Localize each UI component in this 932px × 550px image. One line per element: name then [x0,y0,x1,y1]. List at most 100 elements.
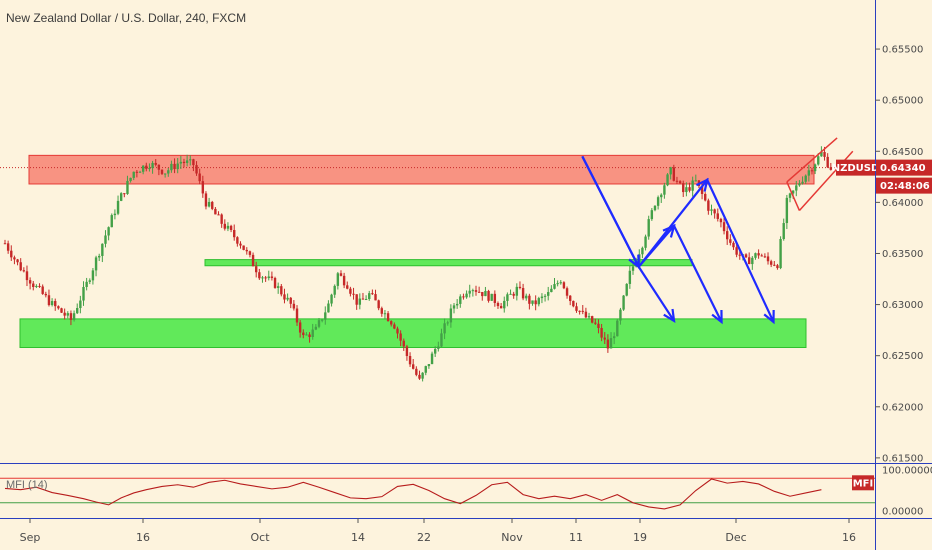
candle-body [229,225,233,230]
candle-body [132,171,135,178]
candle-body [126,180,129,194]
candle-body [98,255,101,258]
candle-body [289,297,292,304]
candle-body [581,310,584,312]
candle-body [556,283,559,285]
candle-body [820,151,823,157]
candle-body [320,319,324,321]
candle-body [346,285,349,289]
candle-body [449,308,453,323]
candle-body [666,174,669,186]
candle-body [22,270,26,272]
candle-body [565,288,569,296]
candle-body [182,161,186,164]
candle-body [324,312,327,320]
candle-body [195,165,198,174]
candle-body [782,223,785,240]
mfi-badge-bg [852,475,874,491]
candle-body [333,285,336,295]
candle-body [119,193,123,201]
candle-body [57,306,60,309]
candle-body [72,313,76,320]
candle-body [465,293,468,298]
price-tick-label: 0.61500 [882,453,923,464]
candle-body [562,282,566,289]
candle-body [292,303,296,309]
candle-body [408,356,412,365]
candle-body [656,197,660,206]
candle-body [138,171,142,173]
candle-body [47,295,51,306]
candle-body [280,286,283,295]
candle-body [540,296,544,299]
candle-body [631,266,635,271]
candle-body [754,253,757,258]
price-series [3,146,833,382]
candle-body [722,222,726,232]
candle-body [603,337,606,340]
candle-body [361,298,365,300]
candle-body [798,183,801,186]
candle-body [553,284,556,289]
candle-body [217,214,220,216]
candle-body [308,334,311,338]
price-tick-label: 0.64000 [882,198,923,209]
candle-body [418,374,421,379]
candle-body [625,283,628,296]
candle-body [726,231,729,240]
candle-body [443,323,446,334]
support-zone [19,318,807,349]
candle-body [270,276,274,278]
candle-body [462,296,465,298]
candle-body [54,301,57,307]
candle-body [515,286,519,296]
candle-body [531,300,534,304]
candle-body [493,293,497,304]
candle-body [543,295,547,297]
candle-body [160,169,164,174]
candle-body [572,300,575,307]
candle-body [669,167,672,175]
candle-body [157,164,161,170]
price-tick-label: 0.65500 [882,45,923,56]
candle-body [283,294,286,300]
candle-body [330,294,333,304]
support-zone [204,259,693,267]
candle-body [163,173,167,175]
price-tick-label: 0.64500 [882,147,923,158]
candle-body [795,185,798,191]
candle-body [405,346,409,357]
candle-body [198,173,201,182]
candle-body [813,164,817,172]
candle-body [735,247,738,255]
candle-body [829,167,833,170]
candle-body [207,201,211,207]
candle-body [94,257,98,271]
candle-body [374,294,377,301]
candle-body [110,215,113,228]
candle-body [688,187,691,191]
candle-body [204,193,208,207]
candle-body [713,209,716,214]
candle-body [336,273,340,286]
arrow-head [695,177,709,192]
candle-body [810,170,814,172]
candle-body [211,201,214,209]
candle-body [663,185,666,195]
candle-body [145,165,148,169]
candle-body [518,286,522,289]
candle-body [79,300,82,309]
candle-body [612,336,616,339]
candle-body [433,348,437,354]
candle-body [135,171,139,173]
candle-body [383,313,387,315]
candle-body [430,353,434,365]
candle-body [233,229,236,238]
candle-body [484,290,487,297]
candle-body [399,333,402,341]
candle-body [185,160,189,164]
candle-body [477,291,481,293]
axes: 0.65500 0.65000 0.64500 0.64000 0.63500 0.630… [20,45,932,544]
